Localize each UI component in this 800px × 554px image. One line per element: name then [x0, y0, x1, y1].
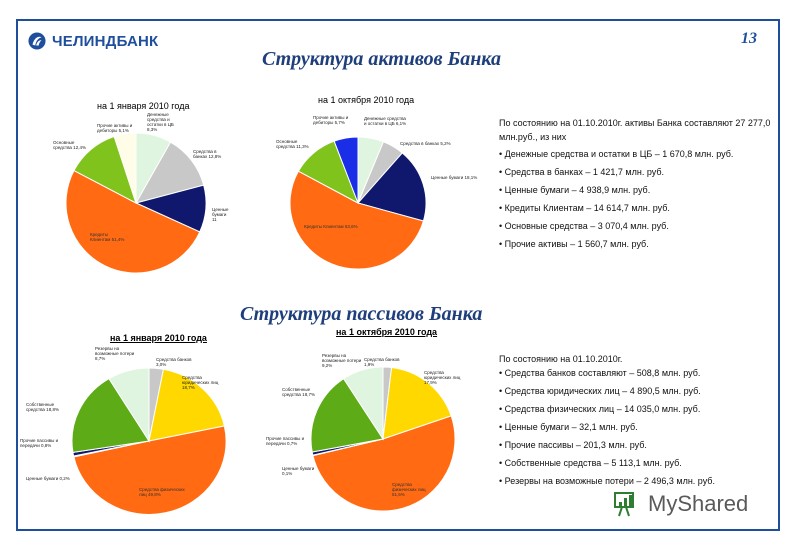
chart-3-pie	[71, 367, 227, 515]
chart-4-label-5: Собственные средства 18,7%	[282, 387, 315, 397]
chart-3-title: на 1 января 2010 года	[110, 333, 207, 343]
chart-2-label-3: Кредиты Клиентам 53,6%	[304, 224, 358, 229]
chart-2-label-1: Средства в банках 5,2%	[400, 141, 451, 146]
chart-2-label-4: Основные средства 11,3%	[276, 139, 309, 149]
liabilities-info-item: Резервы на возможные потери – 2 496,3 мл…	[499, 475, 774, 489]
chart-1-pie	[65, 132, 207, 274]
liabilities-section-title: Структура пассивов Банка	[240, 303, 483, 325]
chart-4-label-2: Средства физических лиц 51,5%	[392, 482, 426, 497]
liabilities-info-head: По состоянию на 01.10.2010г.	[499, 354, 623, 364]
assets-info-item: Прочие активы – 1 560,7 млн. руб.	[499, 238, 774, 252]
bank-logo-icon	[28, 32, 46, 50]
chart-2-slice-5	[333, 136, 359, 204]
chart-4-label-0: Средства банков 1,9%	[364, 357, 400, 367]
liabilities-info: По состоянию на 01.10.2010г. Средства ба…	[499, 353, 774, 493]
chart-4-slice-1	[382, 366, 452, 440]
chart-1-label-0: Денежные средства и остатки в ЦБ 8,3%	[147, 112, 174, 132]
liabilities-info-item: Средства физических лиц – 14 035,0 млн. …	[499, 403, 774, 417]
assets-info-item: Основные средства – 3 070,4 млн. руб.	[499, 220, 774, 234]
chart-4-slice-6	[342, 366, 384, 441]
chart-1-label-1: Средства в банках 12,8%	[193, 149, 222, 159]
assets-info: По состоянию на 01.10.2010г. активы Банк…	[499, 117, 774, 256]
chart-4-label-1: Средства юридических лиц 17,9%	[424, 370, 461, 385]
chart-1-slice-5	[113, 132, 137, 204]
chart-1-label-3: Кредиты Клиентам 51,4%	[90, 232, 125, 242]
watermark: MyShared	[614, 490, 748, 518]
chart-4-pie	[310, 366, 456, 512]
chart-4-label-4: Прочие пассивы и передачи 0,7%	[266, 436, 305, 446]
assets-info-item: Ценные бумаги – 4 938,9 млн. руб.	[499, 184, 774, 198]
chart-4-label-6: Резервы на возможные потери 9,2%	[322, 353, 362, 368]
chart-3-label-1: Средства юридических лиц 18,7%	[182, 375, 219, 390]
chart-3-slice-2	[73, 425, 227, 515]
watermark-text: MyShared	[648, 491, 749, 516]
chart-1-slice-3	[65, 169, 201, 274]
chart-4-slice-2	[312, 415, 456, 512]
slide-frame	[16, 19, 780, 531]
chart-3-slice-6	[108, 367, 150, 443]
liabilities-info-item: Средства юридических лиц – 4 890,5 млн. …	[499, 385, 774, 399]
page-number: 13	[741, 30, 757, 47]
chart-3-label-0: Средства банков 3,0%	[156, 357, 192, 367]
chart-3-label-3: Ценные бумаги 0,2%	[26, 476, 70, 481]
assets-info-item: Денежные средства и остатки в ЦБ – 1 670…	[499, 148, 774, 162]
chart-3-slice-1	[148, 368, 225, 442]
assets-info-head: По состоянию на 01.10.2010г. активы Банк…	[499, 118, 771, 142]
chart-3-label-4: Прочие пассивы и передачи 0,8%	[20, 438, 59, 448]
chart-2-label-2: Ценные бумаги 18,1%	[431, 175, 478, 180]
chart-3-label-6: Резервы на возможные потери 8,7%	[95, 346, 135, 361]
chart-2-label-0: Денежные средства и остатки в ЦБ 6,1%	[364, 116, 407, 126]
chart-2-title: на 1 октября 2010 года	[318, 95, 415, 105]
chart-2-slice-3	[289, 170, 425, 270]
chart-1-label-4: Основные средства 12,4%	[53, 140, 86, 150]
assets-section-title: Структура активов Банка	[262, 48, 501, 70]
assets-info-item: Средства в банках – 1 421,7 млн. руб.	[499, 166, 774, 180]
presentation-icon	[614, 492, 634, 517]
liabilities-info-item: Ценные бумаги – 32,1 млн. руб.	[499, 421, 774, 435]
assets-info-list: Денежные средства и остатки в ЦБ – 1 670…	[499, 148, 774, 252]
liabilities-info-item: Прочие пассивы – 201,3 млн. руб.	[499, 439, 774, 453]
liabilities-info-list: Средства банков составляют – 508,8 млн. …	[499, 367, 774, 489]
liabilities-info-item: Средства банков составляют – 508,8 млн. …	[499, 367, 774, 381]
chart-3-slice-5	[71, 377, 150, 453]
chart-1-label-5: Прочие активы и дебиторы 5,1%	[97, 123, 133, 133]
chart-4-slice-5	[310, 378, 384, 453]
chart-2-pie	[289, 136, 427, 270]
chart-1-label-2: Ценные бумаги 11	[212, 207, 229, 222]
chart-4-label-3: Ценные бумаги 0,1%	[282, 466, 315, 476]
chart-3-label-5: Собственные средства 18,8%	[26, 402, 59, 412]
chart-2-label-5: Прочие активы и дебиторы 5,7%	[313, 115, 349, 125]
chart-1-title: на 1 января 2010 года	[97, 101, 190, 111]
bank-logo: ЧЕЛИНДБАНК	[28, 32, 158, 50]
bank-logo-text: ЧЕЛИНДБАНК	[52, 32, 159, 50]
chart-4-title: на 1 октября 2010 года	[336, 327, 438, 337]
assets-info-item: Кредиты Клиентам – 14 614,7 млн. руб.	[499, 202, 774, 216]
liabilities-info-item: Собственные средства – 5 113,1 млн. руб.	[499, 457, 774, 471]
chart-3-label-2: Средства физических лиц 49,8%	[139, 487, 185, 497]
chart-2-slice-2	[357, 152, 427, 222]
